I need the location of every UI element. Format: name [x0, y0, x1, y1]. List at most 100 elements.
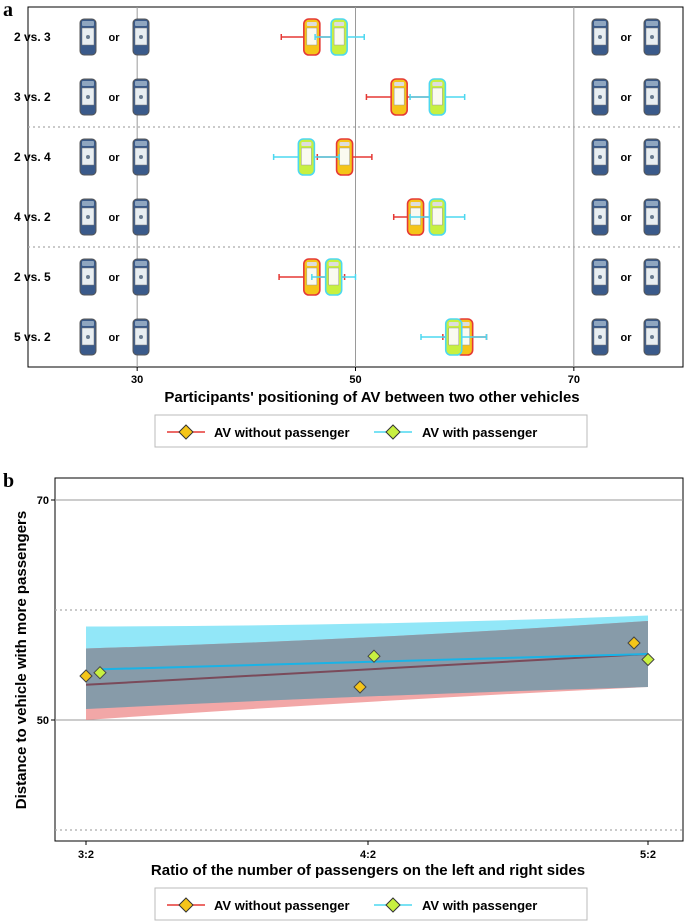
right-vehicle-option-2	[643, 78, 661, 116]
left-vehicle-option-2	[132, 78, 150, 116]
or-label-left: or	[109, 212, 121, 224]
left-vehicle-option-2	[132, 258, 150, 296]
car-windshield	[82, 261, 94, 266]
av-cabin	[333, 27, 345, 46]
car-passenger	[86, 335, 90, 339]
panel-a-legend: AV without passenger AV with passenger	[154, 414, 588, 448]
panel-b-x-tick-label: 3:2	[78, 849, 94, 861]
panel-b-legend-box	[154, 887, 588, 921]
right-vehicle-option-1	[591, 198, 609, 236]
car-windshield	[82, 201, 94, 206]
panel-a-row: 5 vs. 2 or or	[14, 318, 661, 356]
right-vehicle-option-1	[591, 18, 609, 56]
car-windshield	[646, 321, 658, 326]
panel-a-row-label: 2 vs. 3	[14, 30, 51, 44]
left-vehicle-option-1	[79, 258, 97, 296]
panel-a-x-ticks: 30 50 70	[131, 367, 580, 386]
or-label-right: or	[621, 152, 633, 164]
av-cabin	[328, 267, 339, 286]
av-windshield	[394, 82, 405, 86]
panel-label-a: a	[3, 0, 13, 21]
left-vehicle-option-1	[79, 78, 97, 116]
panel-a-x-axis-title: Participants' positioning of AV between …	[164, 389, 579, 406]
legend-a-key-without	[167, 424, 205, 440]
panel-b-y-tick-label: 50	[37, 715, 49, 727]
av-windshield	[306, 262, 317, 266]
av-marker-without	[303, 18, 321, 56]
right-vehicle-option-1	[591, 138, 609, 176]
legend-b-diamond-with	[385, 897, 401, 913]
car-windshield	[594, 81, 606, 86]
car-passenger	[598, 215, 602, 219]
panel-b-y-axis-title: Distance to vehicle with more passengers	[13, 511, 30, 809]
point-with-4:2	[367, 649, 381, 663]
left-vehicle-option-2	[132, 318, 150, 356]
car-passenger	[650, 35, 654, 39]
car-passenger	[139, 35, 143, 39]
car-passenger	[598, 95, 602, 99]
regression-line-without	[85, 653, 649, 686]
panel-a-tick-label: 50	[349, 374, 361, 386]
car-passenger	[139, 215, 143, 219]
car-passenger	[650, 335, 654, 339]
panel-b: b 50 70 3:2 4:2 5:2 Ratio of the number of …	[3, 470, 684, 921]
av-windshield	[306, 22, 317, 26]
or-label-left: or	[109, 272, 121, 284]
panel-b-y-ticks: 50 70	[37, 495, 55, 727]
left-vehicle-option-2	[132, 18, 150, 56]
panel-b-y-tick-label: 70	[37, 495, 49, 507]
car-windshield	[646, 261, 658, 266]
panel-a-row-label: 2 vs. 4	[14, 150, 51, 164]
panel-b-x-axis-title: Ratio of the number of passengers on the…	[151, 862, 585, 879]
car-passenger	[86, 155, 90, 159]
panel-a-row: 2 vs. 3 or or	[14, 18, 661, 56]
or-label-right: or	[621, 92, 633, 104]
legend-b-diamond-without	[178, 897, 194, 913]
av-windshield	[301, 142, 312, 146]
panel-a-row-label: 3 vs. 2	[14, 90, 51, 104]
car-windshield	[82, 141, 94, 146]
car-passenger	[86, 275, 90, 279]
car-windshield	[646, 201, 658, 206]
car-passenger	[598, 155, 602, 159]
av-marker-with	[297, 138, 316, 176]
point-without-3:2	[79, 669, 93, 683]
panel-b-x-tick-label: 4:2	[360, 849, 376, 861]
panel-b-x-ticks: 3:2 4:2 5:2	[78, 841, 656, 861]
car-windshield	[135, 321, 147, 326]
car-passenger	[86, 95, 90, 99]
legend-a-key-with	[374, 424, 412, 440]
panel-a: a 2 vs. 3 or or3 vs. 2 or or2 vs. 4 or or4 vs.…	[3, 0, 684, 448]
car-passenger	[598, 275, 602, 279]
left-vehicle-option-1	[79, 138, 97, 176]
car-passenger	[86, 215, 90, 219]
right-vehicle-option-2	[643, 18, 661, 56]
car-windshield	[594, 261, 606, 266]
or-label-left: or	[109, 152, 121, 164]
car-windshield	[135, 141, 147, 146]
av-marker-with	[444, 318, 463, 356]
av-marker-with	[330, 18, 348, 56]
panel-a-rows: 2 vs. 3 or or3 vs. 2 or or2 vs. 4 or or4 vs. 2…	[14, 18, 661, 356]
right-vehicle-option-1	[591, 78, 609, 116]
legend-a-label-without: AV without passenger	[214, 425, 350, 440]
right-vehicle-option-2	[643, 318, 661, 356]
panel-a-row-label: 2 vs. 5	[14, 270, 51, 284]
panel-a-row: 2 vs. 5 or or	[14, 258, 661, 296]
av-cabin	[393, 87, 405, 106]
or-label-left: or	[109, 92, 121, 104]
or-label-right: or	[621, 32, 633, 44]
car-windshield	[82, 21, 94, 26]
panel-a-row: 2 vs. 4 or or	[14, 138, 661, 176]
right-vehicle-option-2	[643, 258, 661, 296]
panel-a-legend-box	[154, 414, 588, 448]
av-cabin	[432, 207, 443, 226]
car-passenger	[598, 335, 602, 339]
legend-b-key-with	[374, 897, 412, 913]
av-marker-with	[428, 198, 447, 236]
left-vehicle-option-1	[79, 198, 97, 236]
car-passenger	[139, 335, 143, 339]
car-windshield	[135, 21, 147, 26]
confidence-band-overlap	[86, 621, 648, 709]
